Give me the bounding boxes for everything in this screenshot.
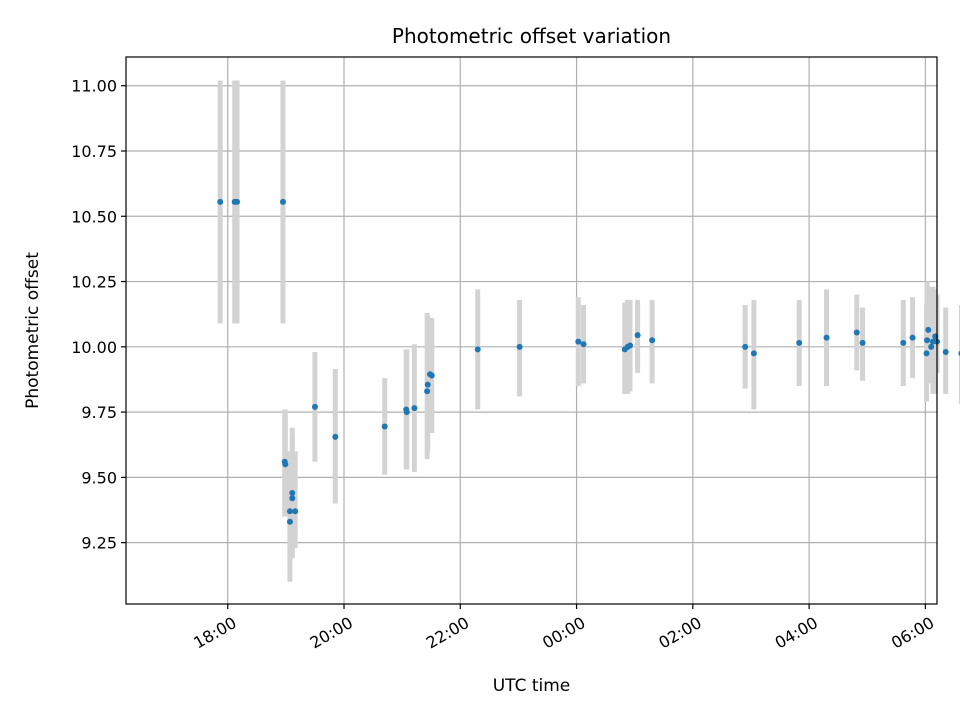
y-axis: 9.25 9.50 9.75 10.00 10.25 10.50 10.75 11.00 — [71, 77, 126, 553]
data-point — [292, 508, 299, 515]
data-point — [859, 339, 866, 346]
y-tick-label: 10.25 — [71, 273, 117, 292]
data-point — [634, 332, 641, 339]
data-point — [428, 372, 435, 379]
data-point — [796, 339, 803, 346]
grid — [126, 57, 937, 604]
x-axis-label: UTC time — [493, 676, 571, 696]
data-point — [234, 198, 241, 205]
data-point — [411, 405, 418, 412]
data-point — [332, 433, 339, 440]
y-tick-label: 11.00 — [71, 77, 117, 96]
data-point — [279, 198, 286, 205]
y-tick-label: 10.75 — [71, 142, 117, 161]
data-point — [474, 346, 481, 353]
data-point — [742, 343, 749, 350]
data-point — [286, 508, 293, 515]
data-point — [217, 198, 224, 205]
data-point — [289, 495, 296, 502]
data-point — [286, 518, 293, 525]
data-point — [909, 334, 916, 341]
data-point — [311, 403, 318, 410]
y-axis-label: Photometric offset — [23, 252, 43, 409]
data-point — [823, 334, 830, 341]
y-tick-label: 9.25 — [81, 534, 117, 553]
data-point — [900, 339, 907, 346]
data-point — [627, 342, 634, 349]
data-point — [853, 329, 860, 336]
y-tick-label: 10.00 — [71, 338, 117, 357]
data-point — [750, 350, 757, 357]
data-point — [282, 461, 289, 468]
plot-frame — [125, 56, 938, 605]
data-point — [928, 343, 935, 350]
data-point — [580, 341, 587, 348]
y-tick-label: 9.75 — [81, 403, 117, 422]
data-point — [942, 349, 949, 356]
data-point — [424, 388, 431, 395]
data-point — [424, 381, 431, 388]
data-point — [924, 337, 931, 344]
data-point — [381, 423, 388, 430]
data-point — [403, 409, 410, 416]
y-tick-label: 10.50 — [71, 207, 117, 226]
data-points — [217, 198, 960, 525]
data-point — [649, 337, 656, 344]
chart-title: Photometric offset variation — [392, 24, 671, 48]
data-point — [516, 343, 523, 350]
data-point — [575, 338, 582, 345]
data-point — [289, 490, 296, 497]
data-point — [925, 326, 932, 333]
y-tick-label: 9.50 — [81, 468, 117, 487]
data-point — [923, 350, 930, 357]
